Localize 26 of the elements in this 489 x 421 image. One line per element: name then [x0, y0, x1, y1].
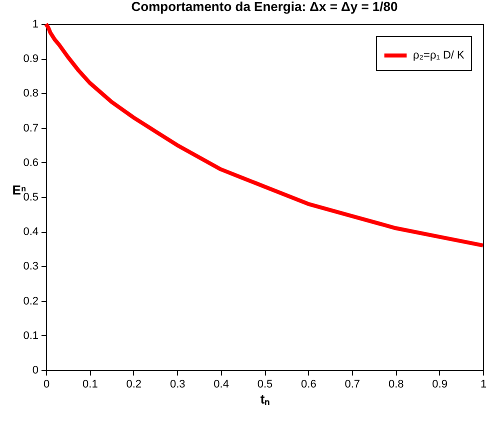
x-tick-label: 1: [480, 378, 487, 390]
x-tick-label: 0.9: [432, 378, 448, 390]
y-tick-label: 0.4: [23, 226, 38, 238]
x-tick-label: 0.5: [257, 378, 273, 390]
legend-label: ρ₂=ρ₁ D/ K: [413, 50, 466, 62]
x-axis-title: tₙ: [260, 392, 270, 406]
x-tick-label: 0.8: [388, 378, 404, 390]
y-tick-label: 0.8: [23, 88, 38, 100]
y-tick-label: 0.7: [23, 122, 38, 134]
x-tick-label: 0.6: [301, 378, 316, 390]
y-tick-label: 0.5: [23, 192, 38, 204]
chart-title: Comportamento da Energia: Δx = Δy = 1/80: [131, 0, 398, 14]
y-tick-label: 1: [32, 18, 38, 30]
y-tick-label: 0.3: [23, 260, 38, 273]
line-series: [44, 22, 485, 248]
x-tick-label: 0.7: [344, 378, 360, 390]
y-tick-label: 0.6: [23, 156, 38, 169]
x-tick-label: 0.4: [214, 378, 229, 390]
y-tick-label: 0: [32, 364, 38, 376]
x-tick-label: 0.1: [82, 378, 98, 390]
y-tick-label: 0.9: [23, 53, 38, 66]
x-tick-label: 0: [43, 378, 50, 390]
x-tick-label: 0.2: [126, 378, 142, 390]
y-tick-label: 0.1: [23, 330, 38, 342]
x-tick-label: 0.3: [170, 378, 186, 390]
y-tick-label: 0.2: [23, 295, 38, 308]
